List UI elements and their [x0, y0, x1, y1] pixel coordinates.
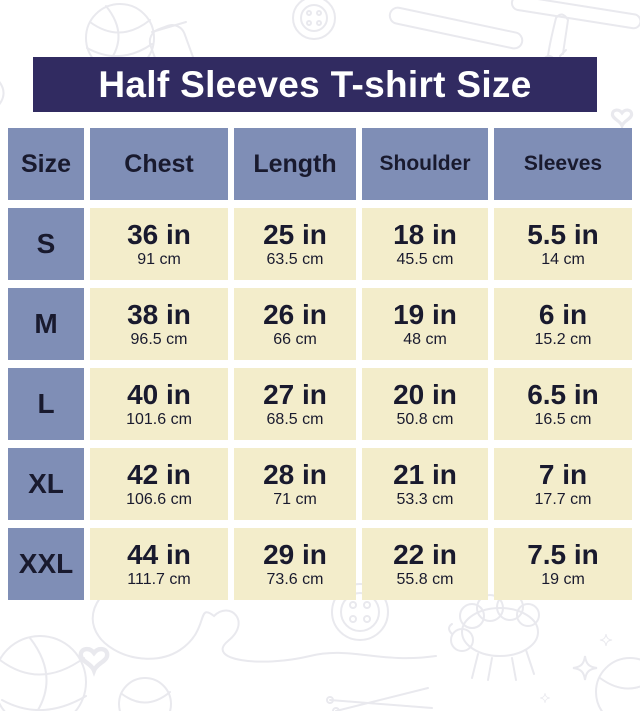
value-cm: 55.8 cm [396, 570, 454, 588]
column-header-label: Size [20, 149, 72, 178]
size-label: XXL [18, 548, 74, 579]
sparkle-icon [540, 633, 613, 703]
row-label-m: M [8, 288, 84, 360]
value-cm: 73.6 cm [266, 570, 324, 588]
value-cm: 53.3 cm [396, 490, 454, 508]
value-inches: 6 in [538, 299, 588, 331]
value-cm: 71 cm [273, 490, 317, 508]
cell-m-length: 26 in 66 cm [234, 288, 356, 360]
size-label: L [37, 388, 55, 419]
cell-xl-length: 28 in 71 cm [234, 448, 356, 520]
cell-m-chest: 38 in 96.5 cm [90, 288, 228, 360]
row-label-xl: XL [8, 448, 84, 520]
value-inches: 40 in [127, 379, 191, 411]
cell-l-shoulder: 20 in 50.8 cm [362, 368, 488, 440]
column-header-size: Size [8, 128, 84, 200]
thread-squiggle-icon [0, 81, 5, 105]
column-header-label: Sleeves [523, 152, 603, 175]
value-cm: 101.6 cm [126, 410, 192, 428]
page-title: Half Sleeves T-shirt Size [98, 63, 532, 105]
value-inches: 25 in [263, 219, 327, 251]
value-inches: 28 in [263, 459, 327, 491]
value-cm: 111.7 cm [127, 570, 191, 588]
size-chart-table: Size Chest Length Shoulder Sleeves S 36 … [8, 128, 632, 600]
button-icon [292, 0, 336, 40]
row-label-xxl: XXL [8, 528, 84, 600]
value-cm: 16.5 cm [534, 410, 592, 428]
title-banner: Half Sleeves T-shirt Size [33, 57, 597, 112]
value-cm: 96.5 cm [130, 330, 188, 348]
value-inches: 38 in [127, 299, 191, 331]
size-label: M [34, 308, 58, 339]
value-cm: 48 cm [403, 330, 447, 348]
value-cm: 66 cm [273, 330, 317, 348]
cell-s-chest: 36 in 91 cm [90, 208, 228, 280]
cell-l-chest: 40 in 101.6 cm [90, 368, 228, 440]
value-cm: 63.5 cm [266, 250, 324, 268]
value-inches: 21 in [393, 459, 457, 491]
yarn-ball-icon [595, 657, 640, 711]
value-inches: 7.5 in [527, 539, 599, 571]
column-header-label: Length [253, 149, 337, 178]
value-inches: 22 in [393, 539, 457, 571]
row-label-l: L [8, 368, 84, 440]
cell-xxl-sleeves: 7.5 in 19 cm [494, 528, 632, 600]
value-inches: 6.5 in [527, 379, 599, 411]
thread-heart-icon [91, 597, 437, 663]
value-inches: 18 in [393, 219, 457, 251]
cell-xxl-length: 29 in 73.6 cm [234, 528, 356, 600]
column-header-label: Shoulder [379, 152, 471, 175]
knitting-needle-icon [388, 0, 640, 50]
value-inches: 5.5 in [527, 219, 599, 251]
value-cm: 19 cm [541, 570, 585, 588]
column-header-chest: Chest [90, 128, 228, 200]
size-label: S [36, 228, 56, 259]
column-header-shoulder: Shoulder [362, 128, 488, 200]
value-cm: 15.2 cm [534, 330, 592, 348]
cell-xxl-shoulder: 22 in 55.8 cm [362, 528, 488, 600]
row-label-s: S [8, 208, 84, 280]
column-header-sleeves: Sleeves [494, 128, 632, 200]
value-inches: 20 in [393, 379, 457, 411]
column-header-label: Chest [124, 149, 194, 178]
knitting-needle-icon [326, 687, 433, 711]
yarn-ball-icon [0, 635, 87, 711]
heart-icon [78, 646, 110, 677]
cell-s-sleeves: 5.5 in 14 cm [494, 208, 632, 280]
value-cm: 50.8 cm [396, 410, 454, 428]
value-inches: 29 in [263, 539, 327, 571]
cell-xxl-chest: 44 in 111.7 cm [90, 528, 228, 600]
value-cm: 14 cm [541, 250, 585, 268]
sheep-icon [448, 593, 540, 681]
heart-icon [610, 108, 634, 131]
value-cm: 91 cm [137, 250, 181, 268]
cell-s-length: 25 in 63.5 cm [234, 208, 356, 280]
value-cm: 17.7 cm [534, 490, 592, 508]
cell-m-sleeves: 6 in 15.2 cm [494, 288, 632, 360]
value-inches: 26 in [263, 299, 327, 331]
value-inches: 27 in [263, 379, 327, 411]
cell-xl-sleeves: 7 in 17.7 cm [494, 448, 632, 520]
cell-xl-shoulder: 21 in 53.3 cm [362, 448, 488, 520]
cell-xl-chest: 42 in 106.6 cm [90, 448, 228, 520]
value-inches: 19 in [393, 299, 457, 331]
value-inches: 42 in [127, 459, 191, 491]
cell-l-sleeves: 6.5 in 16.5 cm [494, 368, 632, 440]
size-label: XL [28, 468, 64, 499]
yarn-ball-icon [118, 677, 172, 711]
column-header-length: Length [234, 128, 356, 200]
cell-s-shoulder: 18 in 45.5 cm [362, 208, 488, 280]
button-icon [331, 583, 389, 641]
cell-m-shoulder: 19 in 48 cm [362, 288, 488, 360]
value-inches: 36 in [127, 219, 191, 251]
value-cm: 45.5 cm [396, 250, 454, 268]
value-cm: 68.5 cm [266, 410, 324, 428]
value-inches: 44 in [127, 539, 191, 571]
cell-l-length: 27 in 68.5 cm [234, 368, 356, 440]
value-cm: 106.6 cm [126, 490, 192, 508]
value-inches: 7 in [538, 459, 588, 491]
